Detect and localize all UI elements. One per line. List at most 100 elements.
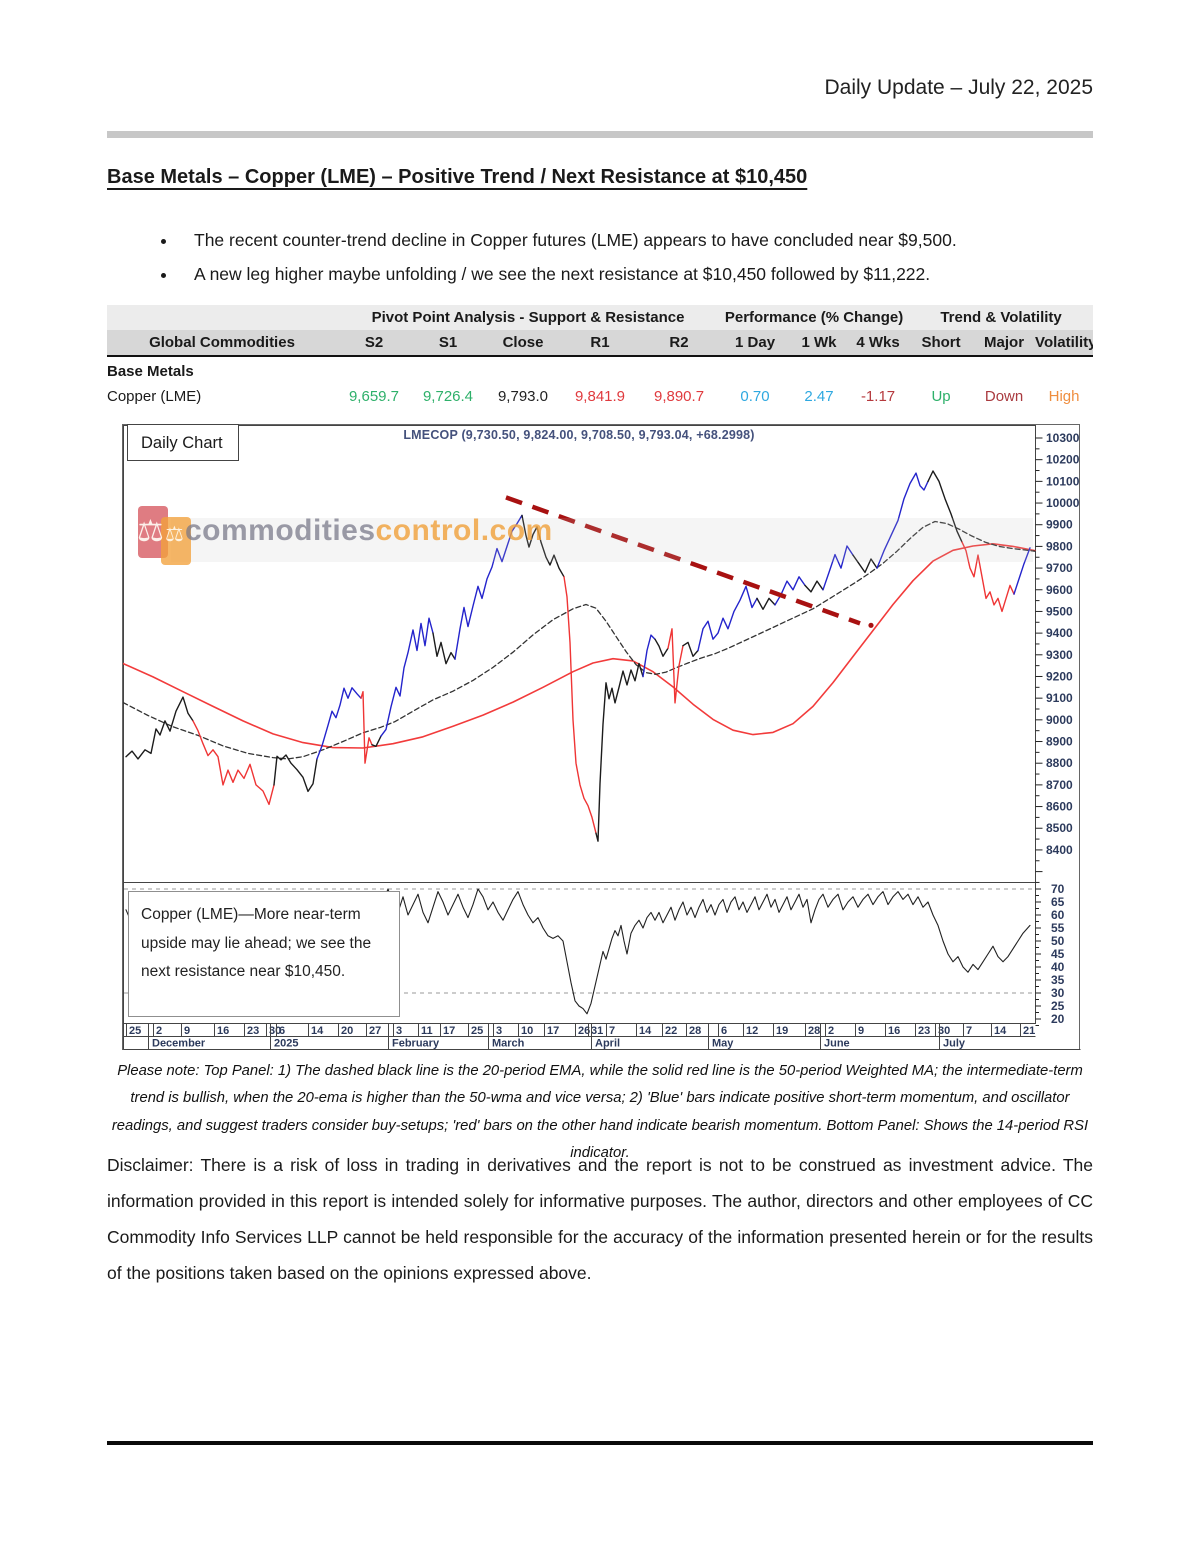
svg-text:9800: 9800 bbox=[1046, 539, 1073, 553]
daily-chart-label-box: Daily Chart bbox=[127, 424, 239, 461]
svg-text:26: 26 bbox=[578, 1025, 590, 1037]
svg-text:11: 11 bbox=[421, 1025, 433, 1037]
svg-text:25: 25 bbox=[1051, 999, 1065, 1013]
report-date: Daily Update – July 22, 2025 bbox=[824, 76, 1094, 99]
col-close: Close bbox=[485, 330, 561, 357]
svg-text:February: February bbox=[392, 1038, 440, 1050]
svg-text:6: 6 bbox=[279, 1025, 285, 1037]
svg-text:9: 9 bbox=[858, 1025, 864, 1037]
svg-text:19: 19 bbox=[776, 1025, 788, 1037]
svg-text:50: 50 bbox=[1051, 934, 1065, 948]
daily-price-chart: 10300 10200 10100 10000 9900 9800 9700 9600 9500… bbox=[122, 424, 1081, 1050]
header-divider-bar bbox=[107, 131, 1093, 138]
col-r1: R1 bbox=[561, 330, 639, 357]
group-header-performance: Performance (% Change) bbox=[719, 305, 910, 330]
svg-text:8700: 8700 bbox=[1046, 778, 1073, 792]
col-volatility: Volatility bbox=[1035, 330, 1094, 357]
svg-text:45: 45 bbox=[1051, 947, 1065, 961]
svg-text:2: 2 bbox=[156, 1025, 162, 1037]
cell-volatility: High bbox=[1048, 387, 1080, 405]
col-s1: S1 bbox=[411, 330, 485, 357]
group-header-pivot: Pivot Point Analysis - Support & Resista… bbox=[337, 305, 720, 330]
svg-text:8800: 8800 bbox=[1046, 756, 1073, 770]
cell-4wks: -1.17 bbox=[860, 387, 896, 405]
cell-r2: 9,890.7 bbox=[653, 387, 705, 405]
table-row-copper: Copper (LME) 9,659.7 9,726.4 9,793.0 9,8… bbox=[107, 383, 1093, 409]
svg-text:16: 16 bbox=[888, 1025, 900, 1037]
svg-text:28: 28 bbox=[689, 1025, 701, 1037]
disclaimer: Disclaimer: There is a risk of loss in t… bbox=[107, 1155, 1093, 1283]
svg-text:8900: 8900 bbox=[1046, 735, 1073, 749]
svg-text:20: 20 bbox=[1051, 1012, 1065, 1026]
svg-text:8400: 8400 bbox=[1046, 843, 1073, 857]
svg-text:2: 2 bbox=[828, 1025, 834, 1037]
svg-text:23: 23 bbox=[247, 1025, 259, 1037]
section-label-base-metals: Base Metals bbox=[107, 362, 194, 380]
svg-text:8600: 8600 bbox=[1046, 800, 1073, 814]
chart-canvas: 10300 10200 10100 10000 9900 9800 9700 9600 9500… bbox=[123, 425, 1081, 1050]
cell-close: 9,793.0 bbox=[497, 387, 549, 405]
svg-text:14: 14 bbox=[994, 1025, 1007, 1037]
svg-text:9900: 9900 bbox=[1046, 518, 1073, 532]
svg-text:22: 22 bbox=[665, 1025, 677, 1037]
svg-text:60: 60 bbox=[1051, 908, 1065, 922]
svg-text:10200: 10200 bbox=[1046, 453, 1080, 467]
svg-text:70: 70 bbox=[1051, 882, 1065, 896]
svg-text:17: 17 bbox=[443, 1025, 455, 1037]
chart-annotation-box: Copper (LME)—More near-term upside may l… bbox=[128, 891, 400, 1017]
svg-text:10: 10 bbox=[521, 1025, 533, 1037]
svg-text:30: 30 bbox=[1051, 986, 1065, 1000]
svg-text:9100: 9100 bbox=[1046, 691, 1073, 705]
bullet-item: The recent counter-trend decline in Copp… bbox=[178, 230, 1118, 251]
svg-text:July: July bbox=[943, 1038, 966, 1050]
svg-text:9200: 9200 bbox=[1046, 669, 1073, 683]
svg-text:9000: 9000 bbox=[1046, 713, 1073, 727]
bullet-item: A new leg higher maybe unfolding / we se… bbox=[178, 264, 1118, 285]
svg-text:10000: 10000 bbox=[1046, 496, 1080, 510]
col-s2: S2 bbox=[337, 330, 411, 357]
svg-text:12: 12 bbox=[746, 1025, 758, 1037]
cell-1wk: 2.47 bbox=[804, 387, 834, 405]
col-1wk: 1 Wk bbox=[791, 330, 848, 357]
table-section-row: Base Metals bbox=[107, 356, 1093, 383]
col-r2: R2 bbox=[639, 330, 720, 357]
svg-text:28: 28 bbox=[808, 1025, 820, 1037]
svg-text:3: 3 bbox=[396, 1025, 402, 1037]
col-4wks: 4 Wks bbox=[847, 330, 910, 357]
svg-text:June: June bbox=[824, 1038, 850, 1050]
svg-text:7: 7 bbox=[609, 1025, 615, 1037]
svg-text:17: 17 bbox=[547, 1025, 559, 1037]
cell-r1: 9,841.9 bbox=[574, 387, 626, 405]
svg-text:21: 21 bbox=[1023, 1025, 1035, 1037]
chart-footnote: Please note: Top Panel: 1) The dashed bl… bbox=[111, 1063, 1089, 1162]
svg-text:35: 35 bbox=[1051, 973, 1065, 987]
summary-bullets: The recent counter-trend decline in Copp… bbox=[138, 230, 1118, 298]
svg-text:3: 3 bbox=[496, 1025, 502, 1037]
svg-text:20: 20 bbox=[341, 1025, 353, 1037]
svg-text:23: 23 bbox=[918, 1025, 930, 1037]
svg-text:2025: 2025 bbox=[274, 1038, 298, 1050]
svg-text:30: 30 bbox=[269, 1025, 281, 1037]
svg-text:31: 31 bbox=[591, 1025, 603, 1037]
svg-text:27: 27 bbox=[369, 1025, 381, 1037]
col-1day: 1 Day bbox=[719, 330, 792, 357]
col-short: Short bbox=[909, 330, 974, 357]
svg-text:25: 25 bbox=[129, 1025, 141, 1037]
table-column-header-row: Global Commodities S2 S1 Close R1 R2 1 D… bbox=[107, 330, 1094, 357]
svg-text:9600: 9600 bbox=[1046, 583, 1073, 597]
svg-text:65: 65 bbox=[1051, 895, 1065, 909]
svg-text:14: 14 bbox=[639, 1025, 652, 1037]
group-header-trend: Trend & Volatility bbox=[909, 305, 1094, 330]
svg-text:9400: 9400 bbox=[1046, 626, 1073, 640]
svg-text:30: 30 bbox=[938, 1025, 950, 1037]
cell-1day: 0.70 bbox=[740, 387, 770, 405]
cell-s2: 9,659.7 bbox=[348, 387, 400, 405]
pivot-table: Pivot Point Analysis - Support & Resista… bbox=[107, 305, 1094, 409]
svg-text:April: April bbox=[595, 1038, 620, 1050]
svg-text:7: 7 bbox=[966, 1025, 972, 1037]
cell-major-trend: Down bbox=[984, 387, 1024, 405]
cell-s1: 9,726.4 bbox=[422, 387, 474, 405]
svg-text:10300: 10300 bbox=[1046, 431, 1080, 445]
svg-text:40: 40 bbox=[1051, 960, 1065, 974]
col-major: Major bbox=[973, 330, 1036, 357]
